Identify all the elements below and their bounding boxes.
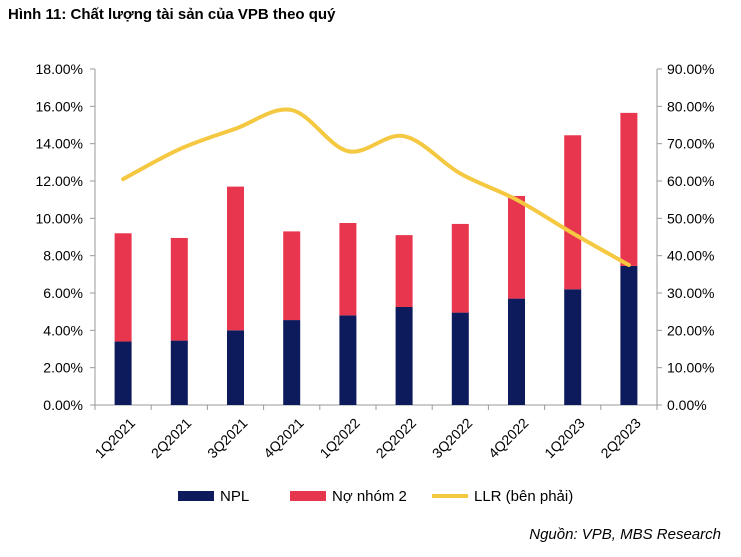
bar-group2 <box>227 186 244 331</box>
left-tick-label: 6.00% <box>43 285 83 301</box>
bars <box>114 112 638 405</box>
bar-npl <box>227 330 244 405</box>
legend-label: LLR (bên phải) <box>474 488 573 505</box>
bar-npl <box>620 265 638 405</box>
right-tick-label: 20.00% <box>667 322 714 338</box>
right-tick-label: 50.00% <box>667 210 714 226</box>
x-tick-label: 3Q2021 <box>204 415 251 462</box>
legend-swatch <box>178 491 214 501</box>
bar-npl <box>508 298 525 405</box>
bar-npl <box>395 307 413 405</box>
axes <box>90 68 662 410</box>
x-tick-label: 4Q2021 <box>260 415 307 462</box>
legend-label: NPL <box>220 488 249 505</box>
x-tick-label: 4Q2022 <box>485 415 532 462</box>
bar-npl <box>451 312 469 405</box>
x-tick-label: 2Q2022 <box>373 415 420 462</box>
bar-group2 <box>339 223 357 316</box>
right-tick-label: 10.00% <box>667 360 714 376</box>
left-tick-label: 8.00% <box>43 248 83 264</box>
right-tick-label: 40.00% <box>667 248 714 264</box>
right-tick-label: 30.00% <box>667 285 714 301</box>
x-tick-label: 1Q2021 <box>92 415 139 462</box>
right-tick-label: 70.00% <box>667 136 714 152</box>
bar-group2 <box>564 135 582 290</box>
left-tick-label: 12.00% <box>36 173 83 189</box>
x-tick-label: 1Q2023 <box>541 415 588 462</box>
bar-npl <box>564 289 582 405</box>
bar-npl <box>283 320 301 405</box>
left-tick-label: 16.00% <box>36 98 83 114</box>
bar-group2 <box>395 235 413 307</box>
right-tick-label: 0.00% <box>667 397 707 413</box>
legend-label: Nợ nhóm 2 <box>332 488 407 505</box>
x-tick-label: 2Q2023 <box>597 415 644 462</box>
chart-title: Hình 11: Chất lượng tài sản của VPB theo… <box>8 6 336 23</box>
source-note: Nguồn: VPB, MBS Research <box>529 526 721 543</box>
right-tick-label: 80.00% <box>667 98 714 114</box>
bar-group2 <box>283 231 301 321</box>
bar-group2 <box>451 223 469 313</box>
legend-swatch <box>290 491 326 501</box>
right-tick-label: 60.00% <box>667 173 714 189</box>
tick-labels: 0.00% 2.00% 4.00% 6.00% 8.00% 10.00% 12.00% 14.… <box>36 61 715 461</box>
bar-npl <box>170 340 188 405</box>
bar-npl <box>339 315 357 405</box>
left-tick-label: 18.00% <box>36 61 83 77</box>
left-tick-label: 14.00% <box>36 136 83 152</box>
bar-npl <box>114 341 132 405</box>
left-tick-label: 2.00% <box>43 360 83 376</box>
bar-group2 <box>114 233 132 342</box>
bar-group2 <box>170 237 188 341</box>
right-tick-label: 90.00% <box>667 61 714 77</box>
bar-group2 <box>620 112 638 266</box>
x-tick-label: 2Q2021 <box>148 415 195 462</box>
left-tick-label: 0.00% <box>43 397 83 413</box>
left-tick-label: 4.00% <box>43 322 83 338</box>
llr-line <box>121 107 631 267</box>
legend: NPL Nợ nhóm 2 LLR (bên phải) <box>178 488 573 505</box>
x-tick-label: 3Q2022 <box>429 415 476 462</box>
llr-line-path <box>121 107 631 267</box>
x-tick-label: 1Q2022 <box>316 415 363 462</box>
left-tick-label: 10.00% <box>36 210 83 226</box>
bar-group2 <box>508 195 525 299</box>
